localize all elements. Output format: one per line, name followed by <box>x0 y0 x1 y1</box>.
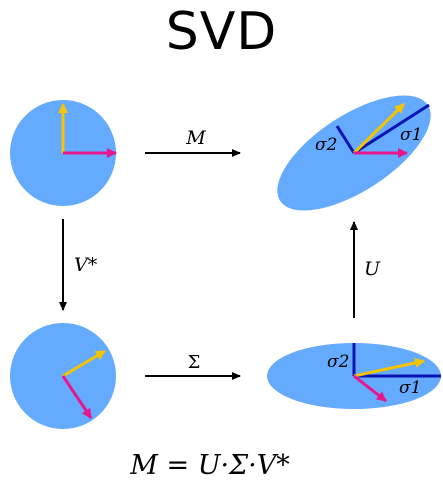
ellipse-sigma-group: σ1 σ2 <box>267 343 441 409</box>
sigma2-label: σ2 <box>315 135 337 155</box>
yellow-vector <box>62 349 106 378</box>
arrow-m: M <box>145 127 241 157</box>
arrow-vstar-label: V* <box>74 254 98 276</box>
rotated-circle-group <box>10 323 116 429</box>
yellow-vector <box>353 357 425 378</box>
page-title: SVD <box>165 2 278 62</box>
arrow-u: U <box>350 221 381 318</box>
sigma1-label: σ1 <box>399 378 421 398</box>
svd-equation: M = U·Σ·V* <box>129 450 290 481</box>
ellipse-m <box>277 95 431 211</box>
sigma2-label: σ2 <box>327 352 349 372</box>
arrow-sigma-label: Σ <box>188 352 201 373</box>
sigma1-label: σ1 <box>400 125 422 145</box>
arrow-vstar: V* <box>59 219 98 311</box>
ellipse-m-group: σ1 σ2 <box>277 95 431 211</box>
sigma2-axis <box>335 125 356 154</box>
unit-circle-group <box>10 100 117 206</box>
arrow-sigma: Σ <box>145 352 241 380</box>
sigma1-axis <box>353 103 430 155</box>
magenta-vector <box>61 375 93 419</box>
arrow-m-label: M <box>185 127 206 149</box>
arrow-u-label: U <box>364 258 381 280</box>
magenta-vector <box>353 374 387 403</box>
yellow-vector <box>352 102 406 155</box>
